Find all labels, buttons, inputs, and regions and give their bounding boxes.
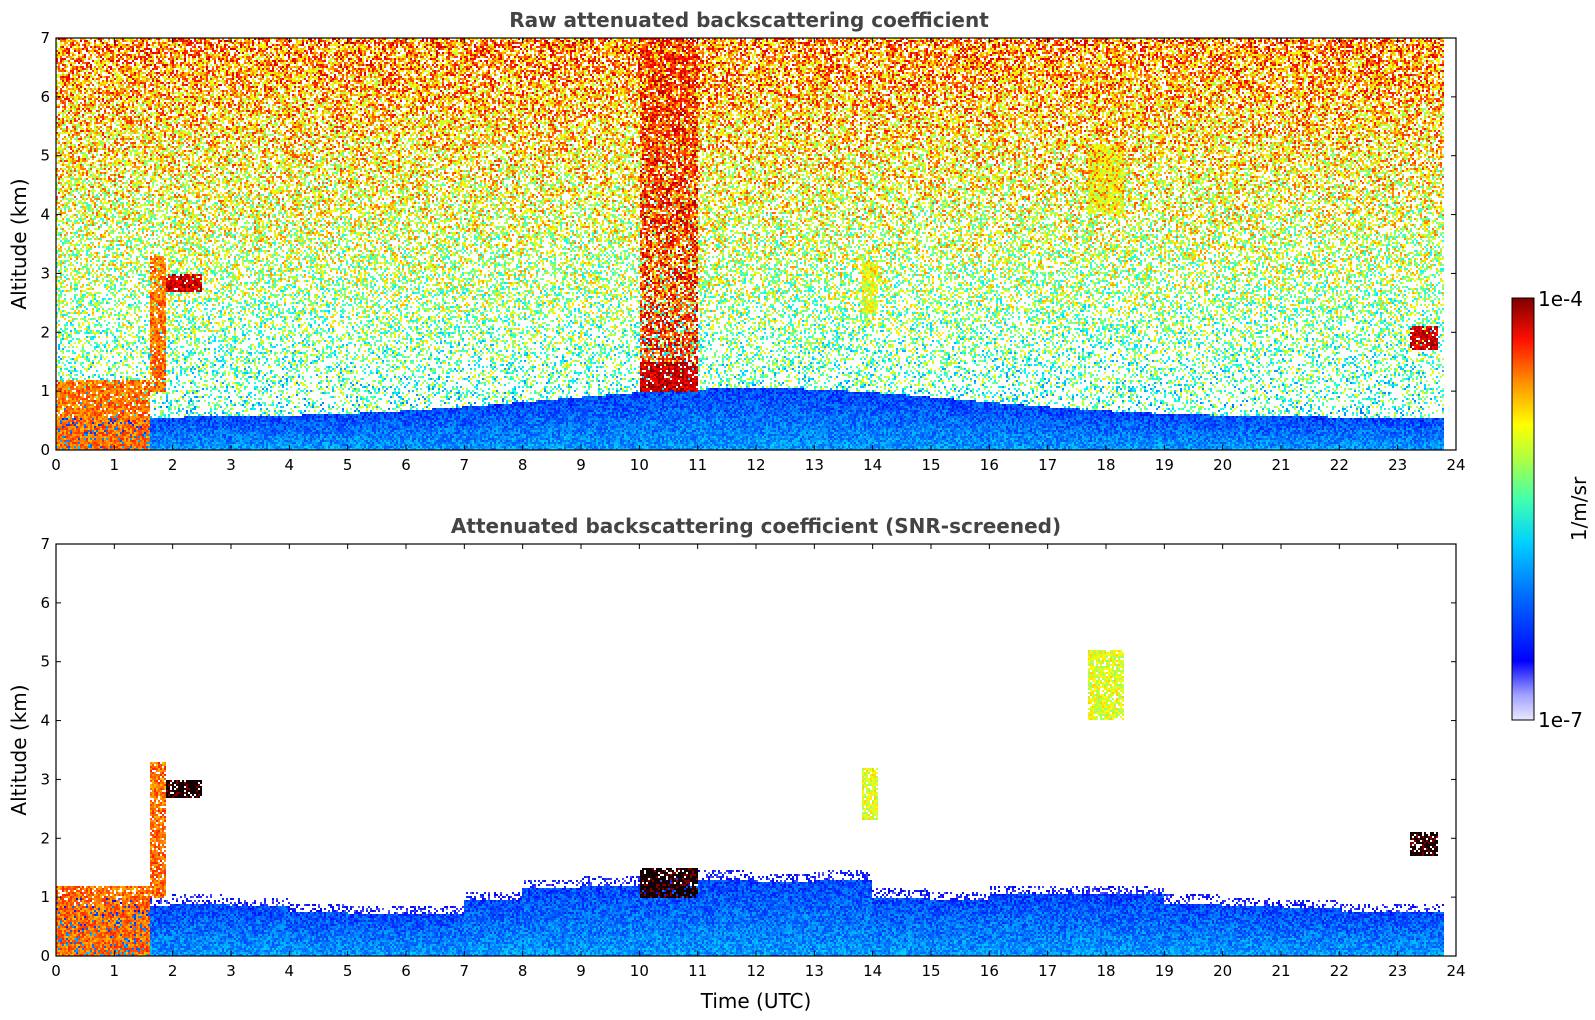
screened-panel-ticks: 0 1 2 3 4 5 6 7 8 9 10 11 12 13 14 15 16 17 18 19 20 21 22 23 24… [40,535,1465,980]
colorbar-min-label: 1e-7 [1538,708,1583,732]
y-tick-label: 1 [40,888,50,906]
x-tick-label: 3 [226,456,236,474]
x-tick-label: 13 [805,962,824,980]
x-tick-label: 8 [518,962,528,980]
x-tick-label: 21 [1271,456,1290,474]
y-tick-label: 7 [40,29,50,47]
x-tick-label: 4 [285,962,295,980]
y-tick-label: 5 [40,653,50,671]
y-tick-label: 1 [40,382,50,400]
y-tick-label: 6 [40,88,50,106]
x-tick-label: 19 [1155,456,1174,474]
x-tick-label: 0 [51,962,61,980]
x-tick-label: 13 [805,456,824,474]
x-tick-label: 23 [1388,962,1407,980]
x-tick-label: 2 [168,456,178,474]
snr-screened-panel: Attenuated backscattering coefficient (S… [7,514,1466,1013]
x-tick-label: 24 [1446,962,1465,980]
raw-panel-ylabel: Altitude (km) [7,178,31,309]
raw-backscatter-panel: Raw attenuated backscattering coefficien… [7,8,1466,474]
heatmap-raster [56,544,1456,956]
raw-panel-title: Raw attenuated backscattering coefficien… [509,8,989,32]
x-tick-label: 12 [746,962,765,980]
colorbar-gradient [1511,297,1535,721]
y-tick-label: 6 [40,594,50,612]
x-tick-label: 18 [1096,456,1115,474]
x-tick-label: 15 [921,456,940,474]
x-tick-label: 11 [688,456,707,474]
y-tick-label: 3 [40,264,50,282]
x-tick-label: 7 [460,962,470,980]
x-tick-label: 9 [576,456,586,474]
x-tick-label: 5 [343,962,353,980]
screened-panel-title: Attenuated backscattering coefficient (S… [451,514,1061,538]
heatmap-raster [56,38,1456,450]
x-tick-label: 14 [863,962,882,980]
x-tick-label: 21 [1271,962,1290,980]
y-tick-label: 7 [40,535,50,553]
y-tick-label: 0 [40,441,50,459]
x-tick-label: 20 [1213,456,1232,474]
x-tick-label: 4 [285,456,295,474]
x-tick-label: 12 [746,456,765,474]
screened-panel-xlabel: Time (UTC) [700,989,812,1013]
x-tick-label: 20 [1213,962,1232,980]
y-tick-label: 0 [40,947,50,965]
x-tick-label: 17 [1038,962,1057,980]
x-tick-label: 22 [1330,456,1349,474]
x-tick-label: 2 [168,962,178,980]
x-tick-label: 0 [51,456,61,474]
x-tick-label: 11 [688,962,707,980]
x-tick-label: 14 [863,456,882,474]
x-tick-label: 5 [343,456,353,474]
colorbar-unit-label: 1/m/sr [1567,476,1591,541]
x-tick-label: 22 [1330,962,1349,980]
x-tick-label: 1 [110,962,120,980]
screened-panel-ylabel: Altitude (km) [7,684,31,815]
x-tick-label: 16 [980,962,999,980]
y-tick-label: 4 [40,712,50,730]
y-tick-label: 5 [40,147,50,165]
x-tick-label: 7 [460,456,470,474]
y-tick-label: 4 [40,206,50,224]
x-tick-label: 10 [630,962,649,980]
x-tick-label: 16 [980,456,999,474]
x-tick-label: 6 [401,456,411,474]
x-tick-label: 18 [1096,962,1115,980]
x-tick-label: 19 [1155,962,1174,980]
raw-panel-heatmap [56,38,1456,450]
x-tick-label: 23 [1388,456,1407,474]
screened-panel-heatmap [56,544,1456,956]
colorbar: 1e-4 1e-7 1/m/sr [1511,287,1591,732]
x-tick-label: 9 [576,962,586,980]
y-tick-label: 2 [40,323,50,341]
y-tick-label: 2 [40,829,50,847]
x-tick-label: 15 [921,962,940,980]
x-tick-label: 10 [630,456,649,474]
y-tick-label: 3 [40,770,50,788]
x-tick-label: 1 [110,456,120,474]
x-tick-label: 24 [1446,456,1465,474]
x-tick-label: 8 [518,456,528,474]
raw-panel-ticks: 0 1 2 3 4 5 6 7 8 9 10 11 12 13 14 15 16 17 18 19 20 21 22 23 24… [40,29,1465,474]
x-tick-label: 6 [401,962,411,980]
x-tick-label: 17 [1038,456,1057,474]
x-tick-label: 3 [226,962,236,980]
colorbar-max-label: 1e-4 [1538,287,1583,311]
